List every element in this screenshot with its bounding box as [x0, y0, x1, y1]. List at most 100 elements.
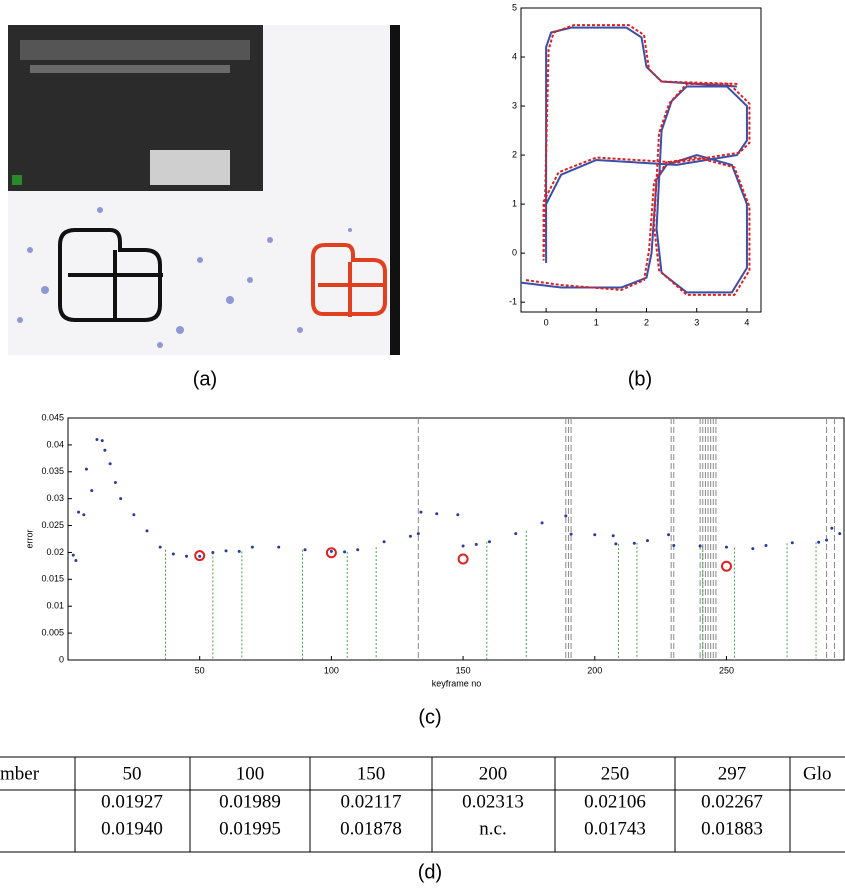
error-dot — [564, 514, 567, 517]
table-header: 200 — [479, 763, 508, 784]
x-tick-label: 3 — [694, 317, 699, 327]
error-dot — [103, 449, 106, 452]
x-tick-label: 2 — [644, 317, 649, 327]
panel-label: (b) — [628, 368, 652, 390]
axes-box — [521, 8, 761, 312]
y-tick-label: 4 — [512, 51, 517, 61]
y-tick-label: 5 — [512, 2, 517, 12]
error-dot — [633, 542, 636, 545]
y-tick-label: 0.025 — [41, 520, 64, 530]
table-cell: n.c. — [479, 818, 506, 839]
panel-label: (a) — [193, 368, 217, 390]
error-dot — [825, 539, 828, 542]
x-tick-label: 250 — [719, 665, 734, 675]
y-tick-label: 3 — [512, 100, 517, 110]
y-tick-label: 0.005 — [41, 627, 64, 637]
y-tick-label: 0.02 — [46, 547, 64, 557]
panel-label: (c) — [418, 706, 441, 728]
error-dot — [541, 521, 544, 524]
y-tick-label: -1 — [509, 297, 517, 307]
table-header: 150 — [357, 763, 386, 784]
error-dot — [132, 513, 135, 516]
error-dot — [462, 544, 465, 547]
table-header: mber — [0, 763, 40, 784]
table-cell: 0.01883 — [701, 818, 763, 839]
x-tick-label: 100 — [324, 665, 339, 675]
error-dot — [475, 543, 478, 546]
error-dot — [456, 513, 459, 516]
error-dot — [74, 559, 77, 562]
error-dot — [593, 533, 596, 536]
error-dot — [514, 532, 517, 535]
figure: (a)(b)(c)(d)01234-1012345501001502002500… — [0, 0, 845, 888]
error-dot — [570, 533, 573, 536]
table-header: 297 — [718, 763, 747, 784]
table-cell: 0.01743 — [584, 818, 646, 839]
error-dot — [211, 551, 214, 554]
error-dot — [72, 554, 75, 557]
x-tick-label: 0 — [544, 317, 549, 327]
error-dot — [225, 549, 228, 552]
table-cell: 0.01878 — [340, 818, 402, 839]
table-header: 100 — [236, 763, 265, 784]
error-dot — [77, 511, 80, 514]
y-axis-label: error — [24, 529, 34, 548]
error-dot — [417, 532, 420, 535]
error-dot — [672, 544, 675, 547]
error-dot — [101, 439, 104, 442]
error-dot — [159, 546, 162, 549]
error-dot — [725, 546, 728, 549]
y-tick-label: 2 — [512, 149, 517, 159]
table-cell: 0.01995 — [219, 818, 281, 839]
error-dot — [95, 438, 98, 441]
table-cell: 0.01989 — [219, 791, 281, 812]
y-tick-label: 0.03 — [46, 493, 64, 503]
table-cell: 0.02106 — [584, 791, 646, 812]
error-dot — [119, 497, 122, 500]
error-dot — [435, 512, 438, 515]
error-dot — [146, 529, 149, 532]
error-dot — [85, 468, 88, 471]
error-dot — [764, 544, 767, 547]
error-dot — [343, 550, 346, 553]
error-dot — [109, 462, 112, 465]
error-dot — [114, 481, 117, 484]
gt-circle — [722, 562, 731, 571]
error-dot — [383, 540, 386, 543]
table-header: 50 — [123, 763, 142, 784]
table-cell: 0.02313 — [462, 791, 524, 812]
error-dot — [699, 544, 702, 547]
error-dot — [667, 533, 670, 536]
error-dot — [830, 527, 833, 530]
y-tick-label: 0 — [512, 248, 517, 258]
error-dot — [185, 555, 188, 558]
error-dot — [330, 550, 333, 553]
error-dot — [198, 555, 201, 558]
table-cell: 0.01927 — [101, 791, 163, 812]
table-cell: 0.02267 — [701, 791, 763, 812]
error-dot — [82, 513, 85, 516]
error-dot — [751, 547, 754, 550]
x-tick-label: 4 — [744, 317, 749, 327]
error-dot — [277, 546, 280, 549]
x-axis-label: keyframe no — [432, 678, 482, 688]
x-tick-label: 200 — [587, 665, 602, 675]
error-dot — [646, 539, 649, 542]
x-tick-label: 1 — [594, 317, 599, 327]
panel-a-image — [8, 25, 400, 355]
error-dot — [817, 541, 820, 544]
error-dot — [251, 546, 254, 549]
error-dot — [614, 542, 617, 545]
axes-box — [68, 418, 844, 660]
table-header: 250 — [601, 763, 630, 784]
error-dot — [488, 540, 491, 543]
table-cell: 0.01940 — [101, 818, 163, 839]
error-dot — [304, 548, 307, 551]
error-dot — [172, 553, 175, 556]
gt-circle — [459, 555, 468, 564]
panel-label: (d) — [418, 861, 442, 883]
error-dot — [838, 532, 841, 535]
error-dot — [791, 541, 794, 544]
table-cell: 0.02117 — [340, 791, 401, 812]
x-tick-label: 150 — [456, 665, 471, 675]
